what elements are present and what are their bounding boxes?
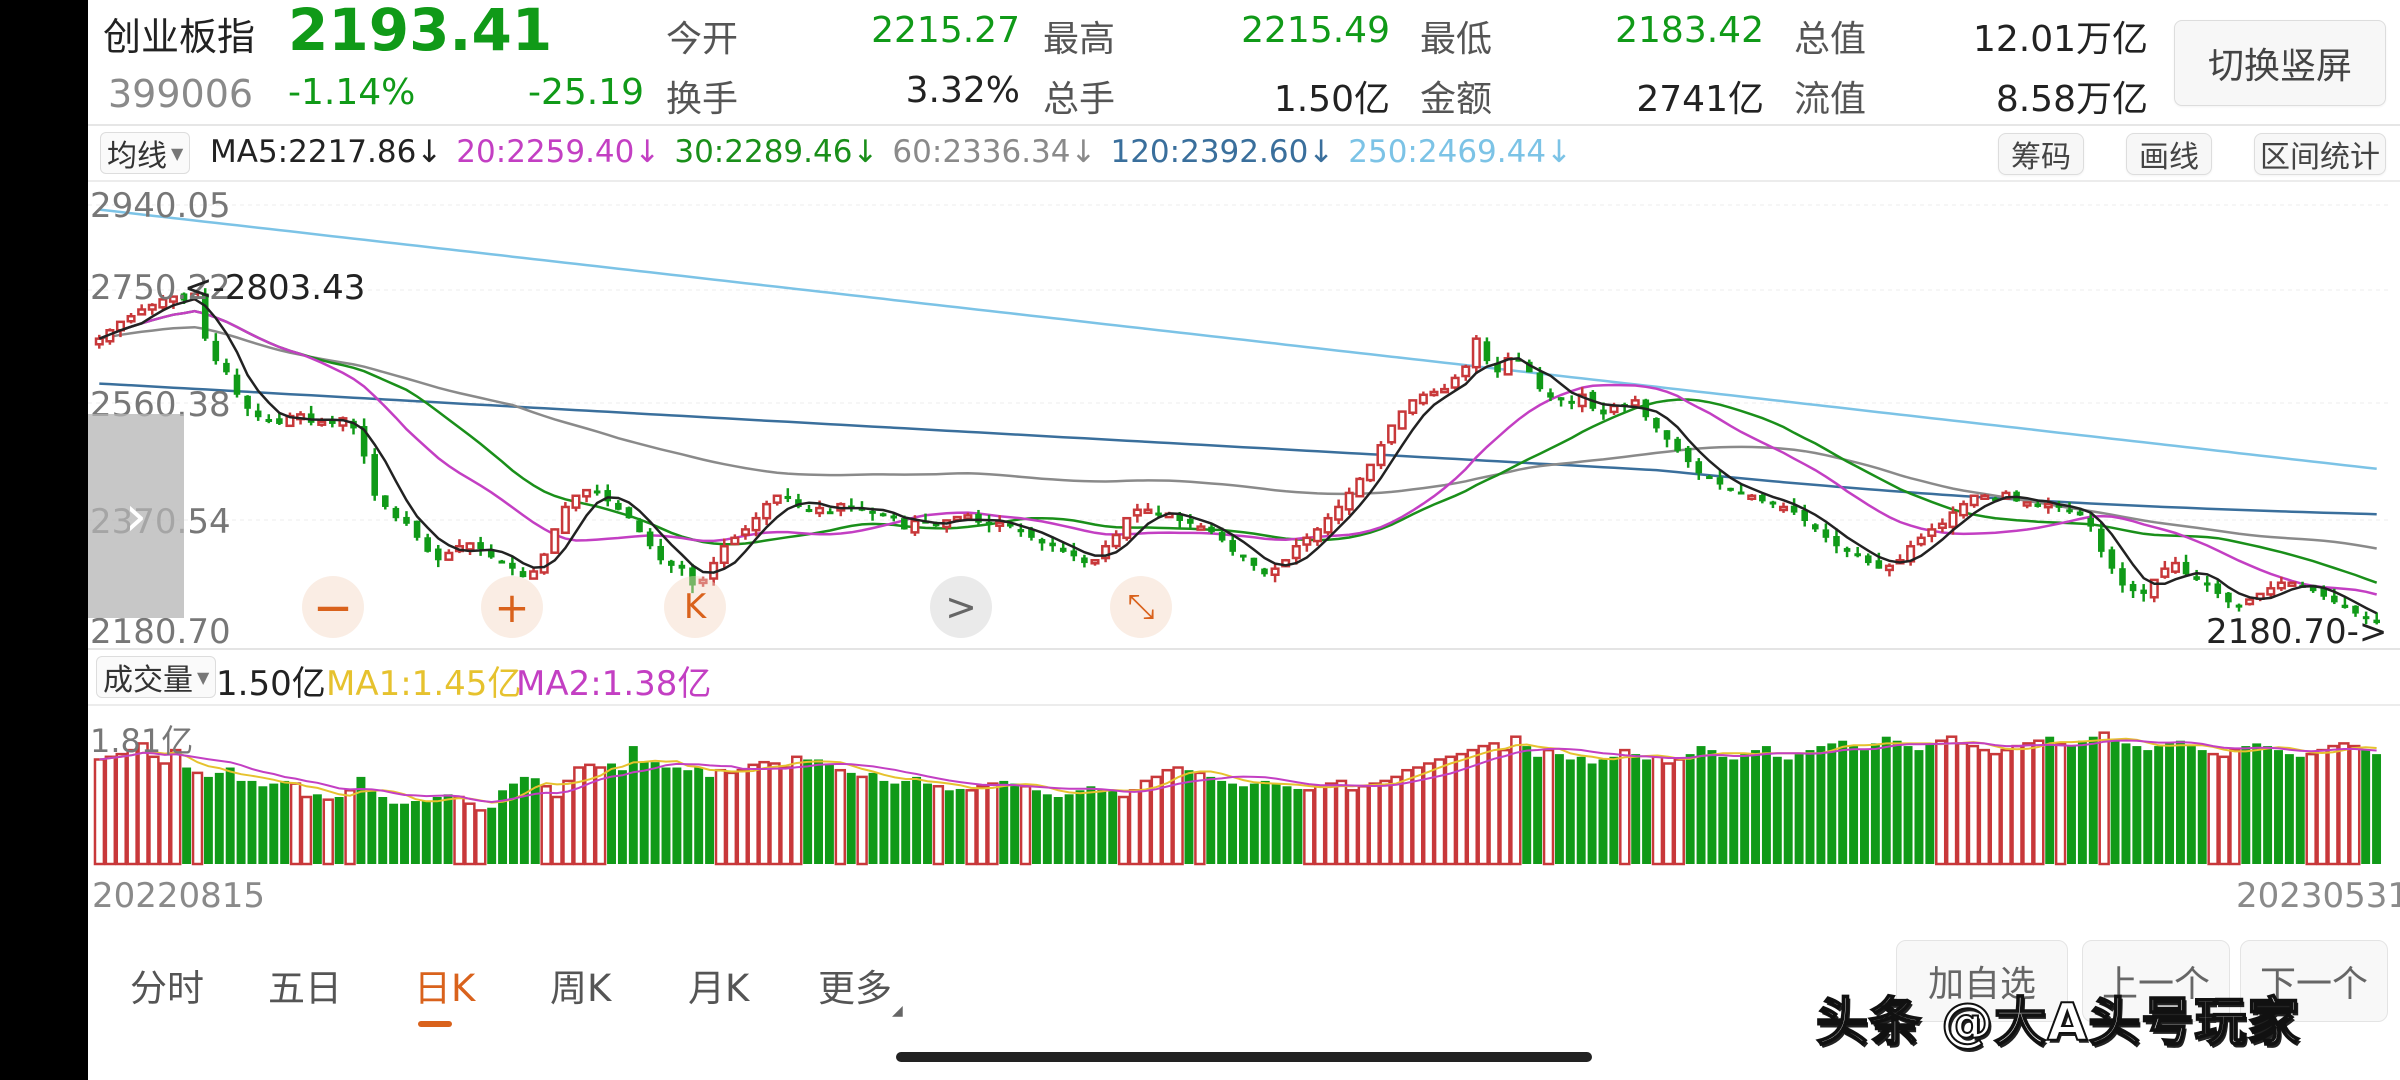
minus-icon: — — [316, 587, 350, 627]
dropdown-triangle-icon: ▼ — [197, 667, 210, 687]
axis-label-top: 2940.05 — [90, 186, 231, 226]
tab-daily-k[interactable]: 日K — [414, 967, 476, 1010]
stat-label-total-value: 总值 — [1794, 19, 1867, 60]
stat-label-low: 最低 — [1420, 19, 1493, 60]
chart-divider — [88, 648, 2400, 650]
stat-label-float-value: 流值 — [1794, 79, 1867, 120]
volume-header-divider — [88, 704, 2400, 706]
stat-value-turnover: 3.32% — [905, 70, 1020, 111]
start-date: 20220815 — [92, 876, 266, 916]
stat-label-turnover: 换手 — [666, 79, 739, 120]
zoom-in-button[interactable]: + — [481, 576, 543, 638]
range-stats-button[interactable]: 区间统计 — [2254, 133, 2386, 175]
tab-weekly-k[interactable]: 周K — [550, 967, 612, 1010]
stat-value-low: 2183.42 — [1615, 10, 1764, 51]
ma-selector-dropdown[interactable]: 均线 ▼ — [100, 132, 191, 174]
arrow-left-icon: K — [683, 587, 707, 627]
ma5-value: MA5:2217.86↓ — [210, 134, 443, 170]
tab-monthly-k[interactable]: 月K — [688, 967, 750, 1010]
stat-value-high: 2215.49 — [1241, 10, 1390, 51]
ma-values-row: MA5:2217.86↓ 20:2259.40↓ 30:2289.46↓ 60:… — [210, 134, 1586, 170]
axis-label-2: 2750.22 — [90, 268, 231, 308]
candlestick-chart[interactable] — [88, 182, 2388, 648]
period-high-marker: <-2803.43 — [184, 268, 366, 308]
tab-more-label: 更多 — [818, 967, 892, 1010]
current-price: 2193.41 — [288, 0, 553, 64]
zoom-out-button[interactable]: — — [302, 576, 364, 638]
previous-button[interactable]: 上一个 — [2082, 940, 2230, 1022]
home-indicator[interactable] — [896, 1052, 1592, 1062]
volume-ma2: MA2:1.38亿 — [516, 664, 712, 704]
switch-portrait-button[interactable]: 切换竖屏 — [2174, 20, 2386, 106]
scroll-left-button[interactable]: K — [664, 576, 726, 638]
volume-axis-max: 1.81亿 — [90, 722, 194, 760]
active-tab-indicator — [418, 1021, 452, 1027]
stat-label-open: 今开 — [666, 19, 739, 60]
index-name: 创业板指 — [103, 15, 256, 59]
chips-button[interactable]: 筹码 — [1998, 133, 2084, 175]
tab-more[interactable]: 更多◢ — [818, 958, 903, 1019]
end-date: 20230531 — [2236, 876, 2400, 916]
stat-value-open: 2215.27 — [871, 10, 1020, 51]
period-low-marker: 2180.70-> — [2206, 612, 2388, 652]
next-button[interactable]: 下一个 — [2240, 940, 2388, 1022]
ma-bar-divider — [88, 180, 2400, 182]
dropdown-triangle-icon: ▼ — [171, 143, 184, 163]
volume-selector-dropdown[interactable]: 成交量 ▼ — [96, 656, 217, 698]
ma250-value: 250:2469.44↓ — [1348, 134, 1573, 170]
stat-value-total-value: 12.01万亿 — [1972, 19, 2148, 60]
scroll-right-button[interactable]: > — [930, 576, 992, 638]
collapse-button[interactable]: ⤡ — [1110, 576, 1172, 638]
tab-five-day[interactable]: 五日 — [268, 967, 342, 1010]
volume-value: 1.50亿 — [216, 664, 326, 704]
compress-icon: ⤡ — [1127, 587, 1155, 627]
chevron-right-icon: > — [945, 585, 977, 629]
change-amount: -25.19 — [528, 72, 645, 113]
ma20-value: 20:2259.40↓ — [456, 134, 661, 170]
ma-selector-label: 均线 — [107, 139, 167, 174]
ma30-value: 30:2289.46↓ — [674, 134, 879, 170]
ma60-value: 60:2336.34↓ — [892, 134, 1097, 170]
stat-value-total-volume: 1.50亿 — [1273, 79, 1390, 120]
chevron-right-icon: › — [124, 483, 148, 549]
draw-line-button[interactable]: 画线 — [2126, 133, 2212, 175]
ma120-value: 120:2392.60↓ — [1110, 134, 1335, 170]
change-percent: -1.14% — [288, 72, 416, 113]
volume-chart[interactable] — [88, 706, 2388, 866]
stat-label-amount: 金额 — [1420, 79, 1493, 120]
corner-triangle-icon: ◢ — [892, 1003, 903, 1019]
side-drawer-handle[interactable]: › — [88, 414, 184, 618]
add-watchlist-button[interactable]: 加自选 — [1896, 940, 2068, 1022]
axis-label-bottom: 2180.70 — [90, 612, 231, 652]
plus-icon: + — [494, 582, 530, 632]
stat-value-float-value: 8.58万亿 — [1995, 79, 2148, 120]
watermark-text: 头条 @大A头号玩家 — [1815, 992, 2301, 1054]
stat-label-high: 最高 — [1043, 19, 1116, 60]
tab-intraday[interactable]: 分时 — [130, 967, 204, 1010]
index-code: 399006 — [108, 72, 254, 116]
stock-detail-screen: 创业板指 2193.41 399006 -1.14% -25.19 今开 221… — [88, 0, 2400, 1080]
header-divider — [88, 124, 2400, 126]
volume-ma1: MA1:1.45亿 — [326, 664, 522, 704]
volume-selector-label: 成交量 — [103, 663, 193, 698]
stat-value-amount: 2741亿 — [1636, 79, 1764, 120]
stat-label-total-volume: 总手 — [1043, 79, 1116, 120]
